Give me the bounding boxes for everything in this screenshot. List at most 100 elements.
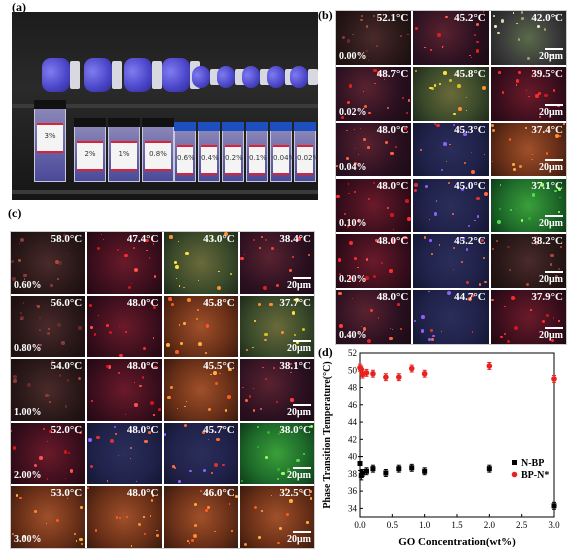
y-tick-label: 38 — [348, 469, 358, 479]
texture-speckle — [264, 238, 267, 241]
texture-speckle — [531, 153, 534, 156]
texture-speckle — [366, 338, 371, 343]
temperature-label: 39.5°C — [531, 67, 563, 80]
vial-cap — [174, 122, 196, 131]
texture-speckle — [456, 295, 459, 297]
micrograph-tile: 37.1°C 20μm — [490, 178, 566, 233]
texture-speckle — [139, 384, 142, 387]
texture-speckle — [185, 400, 187, 402]
data-point-bp-n — [421, 370, 428, 377]
scale-bar-label: 20μm — [287, 343, 311, 355]
temperature-label: 58.0°C — [50, 233, 83, 245]
scale-bar-label: 20μm — [287, 279, 311, 291]
texture-speckle — [19, 311, 23, 315]
texture-speckle — [13, 379, 17, 383]
micrograph-tile: 45.0°C — [413, 178, 489, 233]
texture-speckle — [224, 409, 228, 412]
concentration-label: 2.00% — [14, 470, 42, 482]
vial-cap — [246, 122, 268, 131]
texture-speckle — [268, 302, 273, 307]
texture-speckle — [390, 151, 394, 156]
texture-speckle — [39, 456, 43, 460]
texture-speckle — [119, 353, 124, 358]
texture-speckle — [362, 137, 366, 141]
texture-speckle — [405, 111, 409, 115]
texture-speckle — [481, 86, 486, 90]
concentration-label: 0.40% — [339, 329, 367, 341]
texture-speckle — [153, 275, 157, 278]
texture-speckle — [58, 261, 62, 265]
scale-bar: 20μm — [539, 271, 563, 285]
data-point-bp-n — [396, 374, 402, 380]
texture-speckle — [423, 235, 427, 239]
texture-speckle — [234, 495, 238, 498]
texture-speckle — [476, 215, 479, 218]
texture-speckle — [13, 539, 16, 541]
texture-speckle — [512, 12, 515, 15]
texture-speckle — [339, 324, 344, 328]
texture-speckle — [354, 147, 356, 150]
texture-speckle — [207, 408, 211, 412]
texture-speckle — [271, 494, 273, 497]
texture-speckle — [88, 304, 92, 308]
texture-speckle — [399, 328, 402, 331]
texture-speckle — [290, 362, 293, 365]
texture-speckle — [51, 360, 55, 364]
texture-speckle — [277, 541, 280, 545]
temperature-label: 45.7°C — [203, 423, 235, 436]
texture-speckle — [152, 337, 155, 339]
texture-speckle — [264, 378, 267, 381]
texture-speckle — [467, 297, 472, 302]
texture-speckle — [227, 367, 232, 372]
concentration-label: 0.00% — [339, 50, 367, 62]
shelf-divider — [12, 190, 318, 194]
texture-speckle — [194, 524, 197, 527]
texture-speckle — [457, 83, 462, 88]
shelf-divider — [12, 104, 318, 108]
vial-horizontal — [42, 58, 80, 92]
texture-speckle — [67, 498, 69, 500]
texture-speckle — [138, 522, 142, 526]
texture-speckle — [357, 219, 361, 223]
texture-speckle — [74, 533, 76, 536]
texture-speckle — [262, 366, 264, 369]
texture-speckle — [257, 445, 260, 449]
texture-speckle — [341, 36, 345, 40]
texture-speckle — [373, 68, 378, 73]
temperature-label: 54.0°C — [50, 360, 83, 373]
texture-speckle — [372, 274, 377, 279]
texture-speckle — [216, 438, 220, 442]
texture-speckle — [185, 252, 189, 256]
data-point-n-bp — [357, 460, 363, 466]
micrograph-tile: 48.0°C 0.04% — [336, 122, 412, 177]
vial-standing: 1% — [108, 118, 140, 182]
texture-speckle — [445, 15, 448, 19]
texture-speckle — [195, 318, 198, 321]
texture-speckle — [219, 372, 221, 375]
texture-speckle — [430, 337, 435, 342]
texture-speckle — [357, 266, 359, 269]
texture-speckle — [534, 241, 539, 246]
texture-speckle — [496, 31, 500, 35]
micrograph-tile: 52.0°C 2.00% — [11, 422, 86, 485]
texture-speckle — [48, 401, 51, 404]
texture-speckle — [20, 317, 24, 321]
texture-speckle — [87, 437, 92, 442]
texture-speckle — [473, 33, 477, 37]
texture-speckle — [19, 496, 23, 500]
texture-speckle — [448, 78, 453, 82]
texture-speckle — [12, 533, 14, 535]
texture-speckle — [77, 325, 82, 330]
texture-speckle — [397, 302, 400, 306]
texture-speckle — [302, 452, 306, 456]
texture-speckle — [276, 401, 279, 404]
texture-speckle — [449, 143, 451, 146]
vial-horizontal — [124, 58, 162, 92]
texture-speckle — [259, 247, 261, 249]
scale-bar-line — [293, 340, 311, 343]
texture-speckle — [504, 306, 506, 308]
texture-speckle — [549, 263, 553, 266]
texture-speckle — [66, 379, 70, 382]
texture-speckle — [401, 97, 404, 100]
texture-speckle — [503, 333, 506, 335]
